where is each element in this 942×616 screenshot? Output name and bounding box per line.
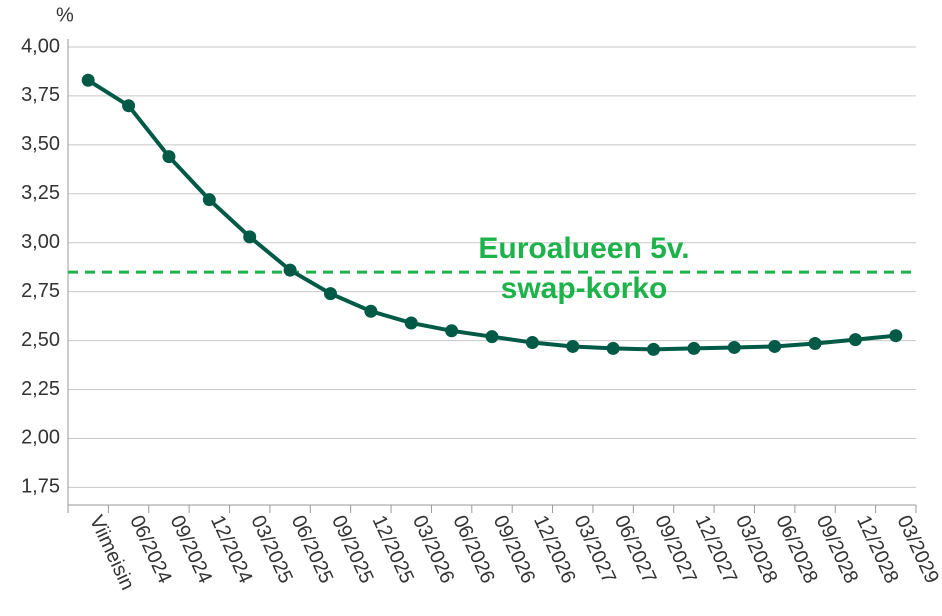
point — [122, 99, 136, 113]
point — [364, 304, 378, 318]
point — [404, 316, 418, 330]
y-tick-label: 3,00 — [21, 231, 60, 253]
point — [162, 150, 176, 164]
y-tick-label: 4,00 — [21, 35, 60, 57]
point — [727, 340, 741, 354]
y-axis-label: % — [56, 4, 74, 26]
point — [202, 193, 216, 207]
point — [848, 333, 862, 347]
y-tick-label: 2,00 — [21, 427, 60, 449]
point — [283, 263, 297, 277]
point — [687, 341, 701, 355]
y-tick-label: 2,25 — [21, 378, 60, 400]
y-tick-label: 1,75 — [21, 476, 60, 498]
y-tick-label: 3,75 — [21, 84, 60, 106]
reference-label: Euroalueen 5v. — [478, 232, 689, 265]
y-tick-label: 3,50 — [21, 133, 60, 155]
point — [606, 341, 620, 355]
point — [647, 342, 661, 356]
y-tick-label: 3,25 — [21, 182, 60, 204]
point — [525, 336, 539, 350]
point — [889, 329, 903, 343]
point — [485, 330, 499, 344]
point — [566, 339, 580, 353]
y-tick-label: 2,50 — [21, 329, 60, 351]
point — [768, 339, 782, 353]
y-tick-label: 2,75 — [21, 280, 60, 302]
reference-label: swap-korko — [501, 272, 668, 305]
point — [808, 337, 822, 351]
line — [87, 78, 897, 352]
point — [243, 230, 257, 244]
point — [445, 324, 459, 338]
point — [81, 73, 95, 87]
point — [323, 287, 337, 301]
